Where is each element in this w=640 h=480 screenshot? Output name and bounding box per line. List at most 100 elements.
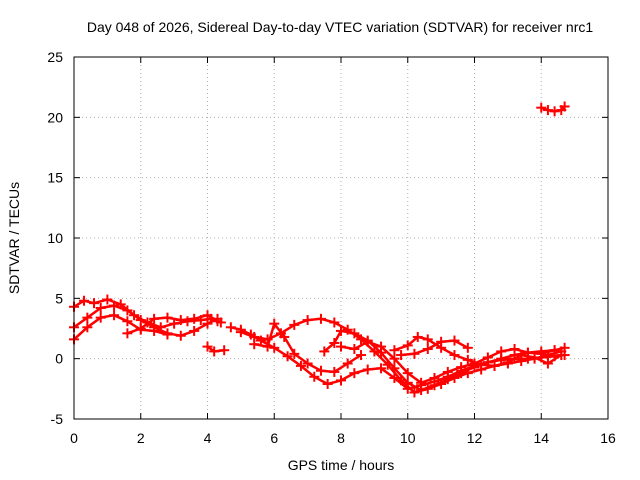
data-point xyxy=(542,358,553,369)
data-point xyxy=(162,312,173,323)
series-track-10 xyxy=(336,336,560,388)
data-point xyxy=(289,319,300,330)
x-tick-label: 6 xyxy=(270,430,278,446)
y-tick-label: 20 xyxy=(47,109,63,125)
data-point xyxy=(409,348,420,359)
series-track-12 xyxy=(396,335,473,361)
y-tick-label: 0 xyxy=(55,351,63,367)
series-track-11 xyxy=(389,331,567,371)
data-point xyxy=(175,330,186,341)
data-point xyxy=(209,346,220,357)
series-track-4 xyxy=(122,310,226,339)
data-point xyxy=(122,316,133,327)
data-point xyxy=(516,350,527,361)
data-point xyxy=(269,342,280,353)
x-tick-label: 0 xyxy=(70,430,78,446)
data-point xyxy=(109,310,120,321)
data-point xyxy=(409,387,420,398)
data-point xyxy=(269,318,280,329)
data-point xyxy=(329,317,340,328)
data-point xyxy=(349,344,360,355)
data-point xyxy=(336,375,346,386)
data-point xyxy=(135,315,146,326)
data-point xyxy=(329,366,340,377)
x-tick-label: 10 xyxy=(400,430,416,446)
data-point xyxy=(302,358,313,369)
data-point xyxy=(95,312,106,323)
data-point xyxy=(336,325,346,336)
y-tick-label: 25 xyxy=(47,49,63,65)
data-point xyxy=(496,346,507,357)
data-point xyxy=(456,362,467,373)
series-track-8 xyxy=(249,318,367,377)
data-point xyxy=(295,360,306,371)
data-point xyxy=(402,377,413,388)
data-point xyxy=(462,354,473,365)
data-point xyxy=(309,371,320,382)
data-point xyxy=(215,317,226,328)
data-point xyxy=(422,334,433,345)
data-point xyxy=(149,313,160,324)
data-point xyxy=(549,345,560,356)
data-point xyxy=(79,295,90,306)
chart-title: Day 048 of 2026, Sidereal Day-to-day VTE… xyxy=(87,19,593,35)
data-point xyxy=(225,322,236,333)
data-point xyxy=(402,368,413,379)
data-point xyxy=(109,300,120,311)
data-point xyxy=(202,341,213,352)
data-point xyxy=(389,353,400,364)
data-point xyxy=(249,339,260,350)
data-point xyxy=(356,350,367,361)
data-point xyxy=(189,313,200,324)
data-point xyxy=(482,352,493,363)
data-point xyxy=(282,351,293,362)
data-point xyxy=(412,331,423,342)
data-point xyxy=(536,102,547,113)
x-tick-label: 2 xyxy=(137,430,145,446)
data-point xyxy=(322,379,333,390)
data-point xyxy=(102,294,113,305)
data-point xyxy=(135,323,146,334)
grid-layer xyxy=(74,57,608,419)
data-point xyxy=(202,310,213,321)
data-point xyxy=(369,346,380,357)
y-tick-label: 15 xyxy=(47,170,63,186)
data-point xyxy=(169,318,180,329)
data-point xyxy=(349,328,360,339)
data-point xyxy=(542,105,553,116)
data-point xyxy=(389,345,400,356)
data-point xyxy=(189,325,200,336)
series-track-13 xyxy=(536,101,570,117)
data-point xyxy=(315,313,326,324)
data-point xyxy=(95,302,106,313)
data-point xyxy=(289,348,300,359)
data-point xyxy=(82,312,93,323)
data-point xyxy=(429,372,440,383)
data-point xyxy=(436,336,447,347)
data-point xyxy=(502,357,513,368)
data-point xyxy=(559,342,570,353)
data-point xyxy=(402,340,413,351)
data-point xyxy=(396,375,407,386)
data-point xyxy=(202,318,213,329)
data-point xyxy=(82,322,93,333)
y-tick-label: 5 xyxy=(55,290,63,306)
data-point xyxy=(319,346,330,357)
data-point xyxy=(349,368,360,379)
x-tick-label: 4 xyxy=(204,430,212,446)
x-axis-label: GPS time / hours xyxy=(288,457,395,473)
data-point xyxy=(342,358,353,369)
data-point xyxy=(556,350,567,361)
data-point xyxy=(462,342,473,353)
y-tick-label: -5 xyxy=(51,411,64,427)
data-point xyxy=(302,315,313,326)
data-point xyxy=(449,350,460,361)
data-point xyxy=(122,328,133,339)
data-point xyxy=(122,305,133,316)
ticks-layer: 0 2 4 6 8 10 12 14 16 -5 0 5 10 15 20 25 xyxy=(47,49,616,446)
data-point xyxy=(89,298,100,309)
data-point xyxy=(489,360,500,371)
data-point xyxy=(422,344,433,355)
